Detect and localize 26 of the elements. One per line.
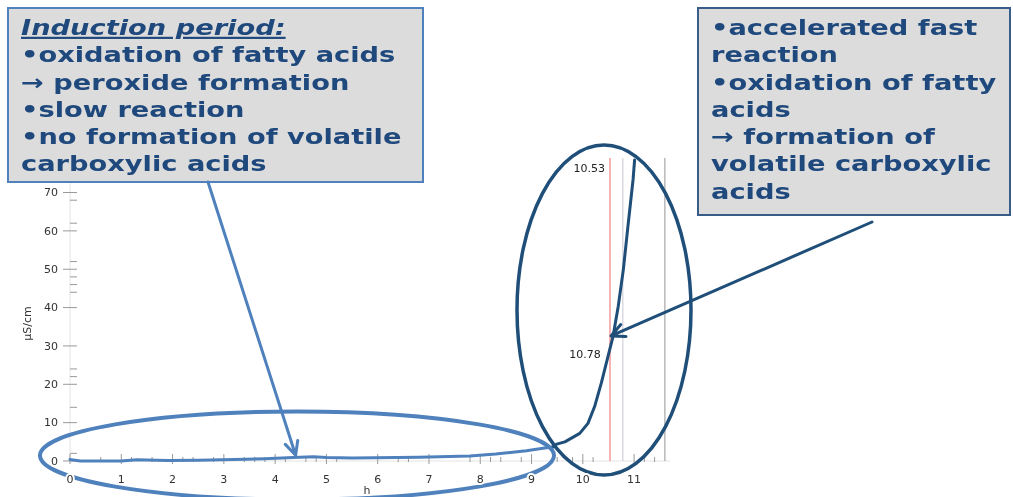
y-tick-label: 30 <box>44 339 58 353</box>
x-tick-label: 11 <box>627 473 642 486</box>
x-tick-label: 3 <box>220 473 228 486</box>
line-series <box>551 158 637 449</box>
ref-line-label: 10.53 <box>573 162 605 175</box>
x-axis-title: h <box>363 484 371 497</box>
annotation: •accelerated fast reaction •oxidation of fatty acids → formation of volatile carboxylic acids <box>711 14 997 205</box>
x-tick-label: 5 <box>322 473 330 486</box>
y-tick-label: 10 <box>44 416 58 430</box>
ref-line-label: 10.78 <box>569 347 601 361</box>
x-tick-label: 10 <box>575 473 590 486</box>
x-tick-label: 7 <box>425 473 433 486</box>
x-tick-label: 6 <box>374 473 382 486</box>
x-tick-label: 1 <box>117 473 125 486</box>
x-tick-label: 8 <box>476 473 484 486</box>
y-tick-label: 20 <box>44 378 58 392</box>
x-tick-label: 9 <box>528 473 536 486</box>
y-tick-label: 60 <box>44 224 58 238</box>
y-tick-label: 0 <box>51 454 58 468</box>
y-axis-title: µS/cm <box>21 306 34 341</box>
x-tick-label: 4 <box>271 473 279 486</box>
y-tick-label: 70 <box>44 186 58 200</box>
y-tick-label: 50 <box>44 263 58 277</box>
x-tick-label: 2 <box>169 473 177 486</box>
y-tick-label: 40 <box>44 301 58 315</box>
annotation: Induction period: •oxidation of fatty acids → peroxide formation •slow reaction •no formation of volatile carboxylic acids <box>21 14 402 177</box>
